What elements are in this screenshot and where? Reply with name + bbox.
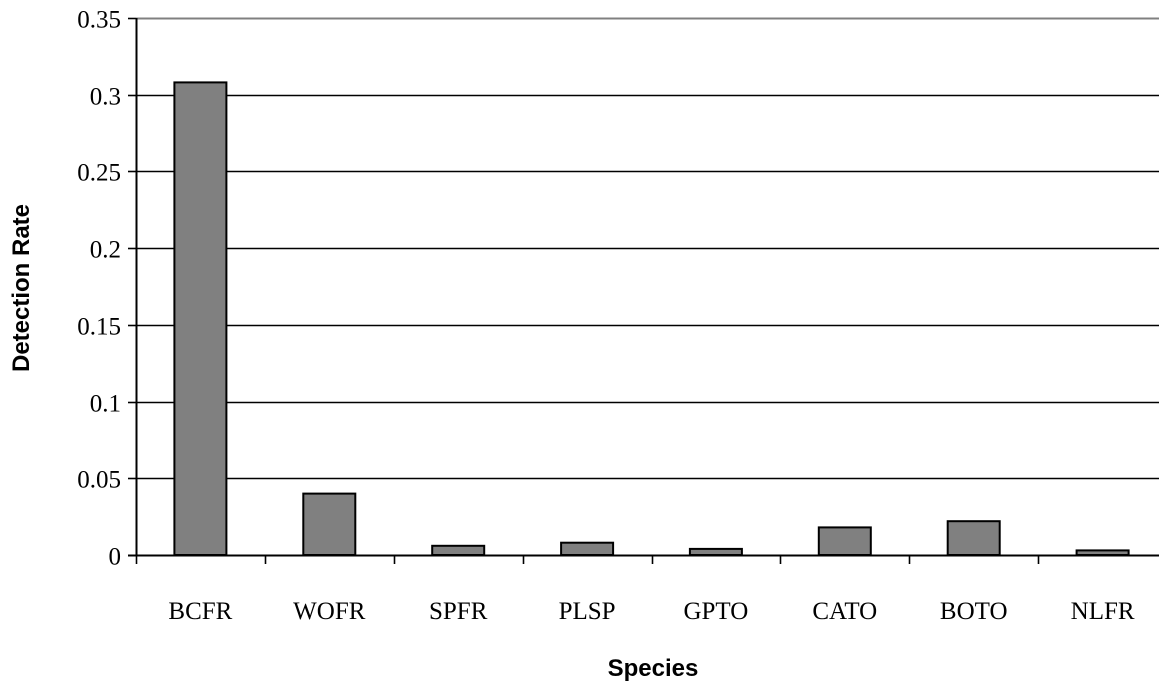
bar-bcfr (173, 81, 228, 557)
x-tick-label: WOFR (293, 598, 366, 625)
y-tick-label: 0.05 (77, 467, 121, 494)
y-tick-label: 0.3 (90, 84, 121, 111)
axes (128, 17, 1159, 564)
x-tick-label: BOTO (940, 598, 1008, 625)
gridlines (136, 17, 1159, 480)
y-tick-label: 0.35 (77, 7, 121, 34)
bar-boto (946, 520, 1001, 557)
y-tick-label: 0.25 (77, 160, 121, 187)
y-tick-label: 0.2 (90, 237, 121, 264)
bar-plsp (560, 541, 615, 557)
bar-gpto (688, 547, 743, 557)
x-tick-label: BCFR (168, 598, 232, 625)
bar-wofr (302, 492, 357, 557)
y-tick-label: 0.1 (90, 391, 121, 418)
x-tick-label: GPTO (683, 598, 748, 625)
y-axis-title: Detection Rate (8, 204, 35, 372)
x-tick-label: SPFR (429, 598, 488, 625)
y-tick-label: 0 (109, 544, 122, 571)
x-tick-labels: BCFR WOFR SPFR PLSP GPTO CATO BOTO NLFR (168, 598, 1134, 625)
x-tick-label: PLSP (559, 598, 616, 625)
x-tick-label: CATO (812, 598, 877, 625)
bar-cato (817, 526, 872, 557)
bar-spfr (431, 544, 486, 556)
bar-nlfr (1075, 549, 1130, 557)
y-tick-labels: 0 0.05 0.1 0.15 0.2 0.25 0.3 0.35 (77, 7, 121, 571)
x-tick-label: NLFR (1071, 598, 1135, 625)
bars (173, 81, 1130, 557)
y-tick-label: 0.15 (77, 314, 121, 341)
x-axis-title: Species (608, 655, 699, 682)
